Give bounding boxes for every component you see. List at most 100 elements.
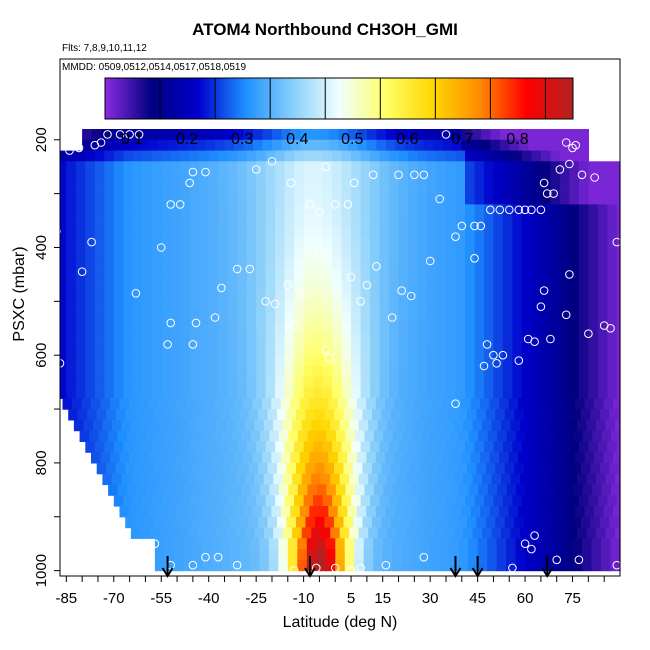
heatmap-cell bbox=[94, 258, 105, 270]
heatmap-cell bbox=[237, 161, 248, 173]
heatmap-cell bbox=[208, 322, 219, 335]
heatmap-cell bbox=[260, 430, 271, 442]
heatmap-cell bbox=[294, 279, 305, 292]
heatmap-cell bbox=[322, 269, 333, 281]
heatmap-cell bbox=[332, 215, 343, 227]
heatmap-cell bbox=[75, 247, 86, 259]
heatmap-cell bbox=[370, 495, 381, 507]
heatmap-cell bbox=[455, 495, 466, 507]
heatmap-cell bbox=[235, 527, 246, 539]
heatmap-cell bbox=[265, 495, 276, 507]
heatmap-cell bbox=[142, 333, 153, 346]
heatmap-cell bbox=[113, 269, 124, 281]
heatmap-cell bbox=[540, 301, 551, 313]
heatmap-cell bbox=[569, 290, 580, 302]
heatmap-cell bbox=[370, 322, 381, 335]
heatmap-cell bbox=[324, 462, 335, 475]
heatmap-cell bbox=[540, 236, 551, 249]
heatmap-cell bbox=[569, 333, 580, 346]
heatmap-cell bbox=[502, 150, 513, 162]
heatmap-cell bbox=[360, 344, 371, 356]
heatmap-cell bbox=[144, 409, 155, 421]
heatmap-cell bbox=[94, 279, 105, 292]
heatmap-cell bbox=[315, 409, 326, 421]
heatmap-cell bbox=[499, 398, 510, 410]
heatmap-cell bbox=[578, 441, 589, 453]
heatmap-cell bbox=[569, 322, 580, 335]
heatmap-cell bbox=[297, 430, 308, 442]
heatmap-cell bbox=[294, 322, 305, 335]
heatmap-cell bbox=[161, 290, 172, 302]
heatmap-cell bbox=[229, 462, 240, 475]
heatmap-cell bbox=[571, 409, 582, 421]
heatmap-cell bbox=[158, 129, 169, 141]
observation-marker bbox=[470, 253, 479, 263]
heatmap-cell bbox=[597, 366, 608, 378]
heatmap-cell bbox=[601, 549, 612, 561]
heatmap-cell bbox=[227, 495, 238, 507]
heatmap-cell bbox=[601, 430, 612, 442]
heatmap-cell bbox=[578, 225, 589, 238]
heatmap-cell bbox=[157, 452, 168, 464]
heatmap-cell bbox=[334, 409, 345, 421]
heatmap-cell bbox=[297, 538, 308, 550]
heatmap-cell bbox=[113, 441, 124, 453]
heatmap-cell bbox=[82, 129, 93, 141]
heatmap-cell bbox=[284, 215, 295, 227]
heatmap-cell bbox=[401, 549, 412, 561]
heatmap-cell bbox=[478, 484, 489, 496]
observation-marker bbox=[103, 130, 112, 139]
heatmap-cell bbox=[433, 129, 444, 141]
observation-marker bbox=[508, 563, 517, 573]
heatmap-cell bbox=[224, 129, 235, 141]
heatmap-cell bbox=[531, 258, 542, 270]
colorbar-tick-label: 0.6 bbox=[396, 131, 418, 148]
heatmap-cell bbox=[262, 139, 273, 152]
heatmap-cell bbox=[322, 193, 333, 205]
heatmap-cell bbox=[303, 441, 314, 453]
heatmap-cell bbox=[208, 150, 219, 162]
heatmap-cell bbox=[468, 538, 479, 550]
heatmap-cell bbox=[189, 355, 200, 367]
heatmap-cell bbox=[389, 322, 400, 335]
heatmap-cell bbox=[471, 139, 482, 152]
heatmap-cell bbox=[230, 559, 241, 572]
heatmap-cell bbox=[554, 484, 565, 496]
heatmap-cell bbox=[607, 193, 618, 205]
heatmap-cell bbox=[357, 139, 368, 152]
heatmap-cell bbox=[550, 333, 561, 346]
heatmap-cell bbox=[237, 269, 248, 281]
heatmap-cell bbox=[315, 516, 326, 529]
observation-marker bbox=[520, 539, 530, 549]
heatmap-cell bbox=[533, 516, 544, 529]
heatmap-cell bbox=[85, 290, 96, 302]
heatmap-cell bbox=[379, 312, 390, 324]
heatmap-cell bbox=[531, 290, 542, 302]
heatmap-cell bbox=[613, 398, 621, 410]
observation-marker bbox=[267, 157, 277, 166]
heatmap-cell bbox=[237, 182, 248, 195]
heatmap-cell bbox=[142, 172, 153, 184]
heatmap-cell bbox=[252, 452, 263, 464]
heatmap-cell bbox=[227, 225, 238, 238]
heatmap-cell bbox=[477, 559, 488, 572]
heatmap-cell bbox=[136, 484, 147, 496]
heatmap-cell bbox=[379, 301, 390, 313]
heatmap-cell bbox=[588, 322, 599, 335]
heatmap-cell bbox=[227, 258, 238, 270]
heatmap-cell bbox=[351, 161, 362, 173]
heatmap-cell bbox=[144, 516, 155, 529]
heatmap-cell bbox=[531, 150, 542, 162]
heatmap-cell bbox=[75, 344, 86, 356]
heatmap-cell bbox=[436, 355, 447, 367]
heatmap-cell bbox=[208, 258, 219, 270]
heatmap-cell bbox=[237, 193, 248, 205]
observation-marker bbox=[451, 232, 460, 241]
heatmap-cell bbox=[277, 516, 288, 529]
observation-marker bbox=[289, 321, 299, 330]
heatmap-cell bbox=[313, 150, 324, 162]
heatmap-cell bbox=[123, 150, 134, 162]
heatmap-cell bbox=[180, 161, 191, 173]
heatmap-cell bbox=[180, 366, 191, 378]
observation-marker bbox=[425, 256, 435, 266]
